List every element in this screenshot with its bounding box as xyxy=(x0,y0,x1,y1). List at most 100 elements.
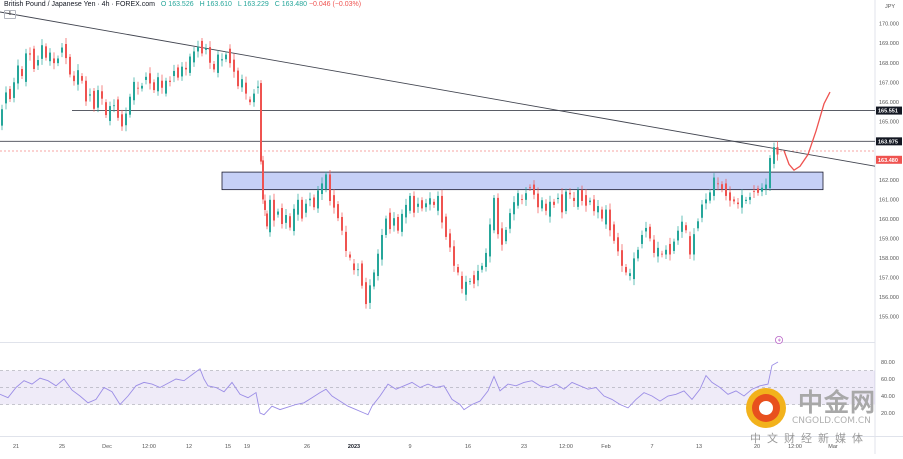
candle-body xyxy=(349,254,351,258)
candle-body xyxy=(681,221,683,232)
candle-body xyxy=(521,199,523,200)
candle-body xyxy=(697,221,699,229)
candle-body xyxy=(477,270,479,281)
candle-body xyxy=(565,191,567,212)
candle-body xyxy=(277,211,279,215)
candle-body xyxy=(45,46,47,58)
candle-body xyxy=(269,199,271,233)
candle-body xyxy=(185,67,187,70)
time-tick-4: 12 xyxy=(186,444,192,450)
label-last-price-bg xyxy=(876,155,902,164)
candle-body xyxy=(581,190,583,201)
candle-body xyxy=(453,246,455,266)
price-tick-2: 157.000 xyxy=(879,276,899,282)
candle-body xyxy=(589,200,591,203)
candle-body xyxy=(609,209,611,231)
price-tick-10: 165.000 xyxy=(879,119,899,125)
price-tick-0: 155.000 xyxy=(879,315,899,321)
time-tick-1: 25 xyxy=(59,444,65,450)
candle-body xyxy=(333,195,335,208)
rsi-tick-0: 80.00 xyxy=(881,360,895,366)
time-tick-14: 7 xyxy=(650,444,653,450)
candle-body xyxy=(221,59,223,61)
candle-body xyxy=(329,174,331,201)
candle-body xyxy=(776,147,779,155)
candle-body xyxy=(417,203,419,207)
candle-body xyxy=(405,204,407,218)
candle-body xyxy=(201,40,203,54)
candle-body xyxy=(597,206,599,213)
candle-body xyxy=(625,266,627,273)
candle-body xyxy=(17,65,19,84)
candle-body xyxy=(409,195,411,211)
candle-body xyxy=(513,202,515,215)
candle-body xyxy=(273,199,275,221)
candle-body xyxy=(493,197,495,231)
candle-body xyxy=(105,102,107,116)
candle-body xyxy=(309,198,311,201)
price-tick-7: 162.000 xyxy=(879,178,899,184)
candle-body xyxy=(337,204,339,219)
candle-body xyxy=(717,183,719,185)
label-level-bg xyxy=(876,137,902,146)
time-tick-7: 26 xyxy=(304,444,310,450)
lightning-icon-bolt xyxy=(777,337,781,343)
interval-badge[interactable]: 5 xyxy=(4,10,16,19)
candle-body xyxy=(617,237,619,252)
candle-body xyxy=(297,199,299,215)
price-tick-13: 168.000 xyxy=(879,61,899,67)
candle-body xyxy=(65,44,67,59)
price-tick-12: 167.000 xyxy=(879,80,899,86)
candle-body xyxy=(157,77,159,92)
time-tick-9: 9 xyxy=(408,444,411,450)
watermark-cn: 中金网 xyxy=(798,388,877,417)
candle-body xyxy=(441,195,443,223)
candle-body xyxy=(757,188,759,193)
candle-body xyxy=(257,86,259,88)
candle-body xyxy=(537,193,539,208)
candle-body xyxy=(741,195,743,208)
candle-body xyxy=(557,197,559,200)
candle-body xyxy=(677,230,679,241)
candle-body xyxy=(397,217,399,231)
lightning-icon xyxy=(775,335,784,344)
candle-body xyxy=(77,70,79,85)
price-tick-14: 169.000 xyxy=(879,41,899,47)
candle-body xyxy=(701,204,703,218)
currency-label: JPY xyxy=(885,4,895,10)
candle-body xyxy=(585,195,587,206)
candle-body xyxy=(533,184,535,195)
candle-body xyxy=(229,48,231,64)
candle-body xyxy=(653,239,655,253)
candle-body xyxy=(421,200,423,209)
candle-body xyxy=(97,90,99,108)
candle-body xyxy=(89,94,91,96)
candle-body xyxy=(545,203,547,211)
low-value: L 163.229 xyxy=(237,1,269,8)
label-resistance-bg xyxy=(876,106,902,115)
candle-body xyxy=(21,69,23,77)
candle-body xyxy=(637,249,639,259)
candle-body xyxy=(729,192,731,201)
candle-body xyxy=(657,247,659,257)
candle-body xyxy=(377,253,379,276)
candle-body xyxy=(341,217,343,231)
candle-body xyxy=(37,60,39,66)
candle-body xyxy=(53,58,55,64)
candle-body xyxy=(473,275,475,284)
candle-body xyxy=(249,99,251,103)
watermark-domain: CNGOLD.COM.CN xyxy=(792,416,871,426)
candle-body xyxy=(765,184,767,189)
candle-body xyxy=(137,87,139,89)
candle-body xyxy=(745,199,747,201)
candle-body xyxy=(133,81,135,101)
candle-body xyxy=(593,199,595,212)
candle-body xyxy=(69,56,71,75)
time-tick-8: 2023 xyxy=(348,444,360,450)
candle-body xyxy=(561,194,563,213)
candle-body xyxy=(461,275,463,289)
candle-body xyxy=(689,236,691,255)
candle-body xyxy=(713,177,715,196)
